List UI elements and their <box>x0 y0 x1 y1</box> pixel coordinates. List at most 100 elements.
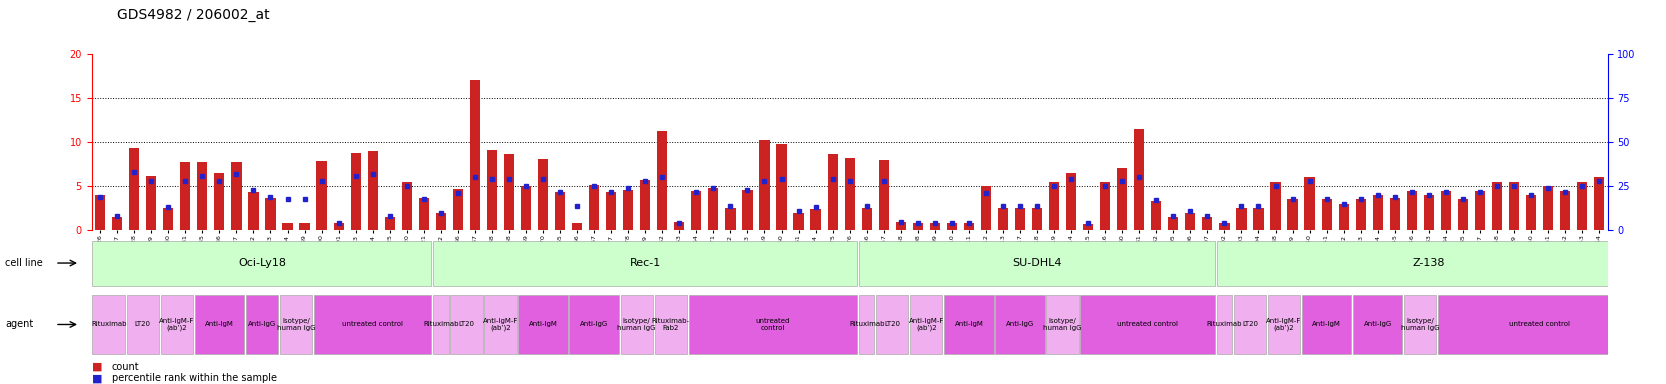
Bar <box>433 295 448 354</box>
Bar <box>1353 295 1403 354</box>
Text: cell line: cell line <box>5 258 43 268</box>
Text: LT20: LT20 <box>885 321 900 328</box>
Bar <box>160 295 193 354</box>
Text: Anti-IgG: Anti-IgG <box>580 321 608 328</box>
Bar <box>197 162 208 230</box>
Bar <box>1288 200 1298 230</box>
Text: Anti-IgM: Anti-IgM <box>528 321 558 328</box>
Bar <box>1491 182 1503 230</box>
Bar <box>945 295 993 354</box>
Bar <box>147 175 157 230</box>
Bar <box>1271 182 1281 230</box>
Bar <box>112 217 122 230</box>
Bar <box>1373 195 1383 230</box>
Bar <box>1268 295 1299 354</box>
Bar <box>518 295 568 354</box>
Bar <box>995 295 1045 354</box>
Text: count: count <box>112 362 140 372</box>
Bar <box>688 295 858 354</box>
Bar <box>215 173 225 230</box>
Bar <box>828 154 838 230</box>
Bar <box>1220 223 1230 230</box>
Bar <box>910 295 943 354</box>
Bar <box>1559 190 1571 230</box>
Bar <box>1031 208 1043 230</box>
Bar <box>538 159 548 230</box>
Bar <box>691 190 701 230</box>
Text: untreated control: untreated control <box>1509 321 1569 328</box>
Bar <box>333 223 343 230</box>
Bar <box>860 295 875 354</box>
Text: Rituximab-
Fab2: Rituximab- Fab2 <box>651 318 690 331</box>
Bar <box>385 217 395 230</box>
Bar <box>571 223 581 230</box>
Bar <box>860 240 1215 286</box>
Bar <box>1458 200 1468 230</box>
Bar <box>521 186 531 230</box>
Bar <box>247 295 278 354</box>
Bar <box>368 151 378 230</box>
Text: Isotype/
human IgG: Isotype/ human IgG <box>1043 318 1081 331</box>
Text: ■: ■ <box>92 362 102 372</box>
Bar <box>163 208 173 230</box>
Text: Oci-Ly18: Oci-Ly18 <box>238 258 287 268</box>
Bar <box>776 144 786 230</box>
Text: Rituximab: Rituximab <box>92 321 127 328</box>
Bar <box>317 161 327 230</box>
Bar <box>1338 204 1349 230</box>
Bar <box>623 190 633 230</box>
Bar <box>1015 208 1025 230</box>
Bar <box>1151 201 1161 230</box>
Bar <box>1135 129 1145 230</box>
Text: LT20: LT20 <box>135 321 150 328</box>
Text: Rituximab: Rituximab <box>1206 321 1243 328</box>
Bar <box>1526 195 1536 230</box>
Bar <box>655 295 686 354</box>
Text: ■: ■ <box>92 373 102 383</box>
Bar <box>503 154 515 230</box>
Bar <box>350 153 362 230</box>
Bar <box>656 131 668 230</box>
Bar <box>1441 190 1451 230</box>
Bar <box>436 213 446 230</box>
Text: untreated
control: untreated control <box>756 318 790 331</box>
Bar <box>486 150 496 230</box>
Bar <box>265 198 275 230</box>
Bar <box>1321 200 1331 230</box>
Bar <box>981 186 991 230</box>
Bar <box>93 295 125 354</box>
Bar <box>1203 217 1213 230</box>
Bar <box>743 190 753 230</box>
Bar <box>1235 295 1266 354</box>
Bar <box>878 160 890 230</box>
Bar <box>1594 177 1604 230</box>
Text: Isotype/
human IgG: Isotype/ human IgG <box>277 318 315 331</box>
Bar <box>606 192 616 230</box>
Bar <box>470 80 480 230</box>
Bar <box>896 222 906 230</box>
Bar <box>180 162 190 230</box>
Bar <box>1236 208 1246 230</box>
Text: GDS4982 / 206002_at: GDS4982 / 206002_at <box>117 8 270 22</box>
Bar <box>965 223 975 230</box>
Bar <box>313 295 431 354</box>
Bar <box>555 192 565 230</box>
Bar <box>1404 295 1436 354</box>
Text: Anti-IgG: Anti-IgG <box>1006 321 1035 328</box>
Bar <box>1406 190 1416 230</box>
Bar <box>793 213 803 230</box>
Text: Z-138: Z-138 <box>1413 258 1444 268</box>
Text: Anti-IgM-F
(ab’)2: Anti-IgM-F (ab’)2 <box>1266 318 1301 331</box>
Bar <box>1066 173 1076 230</box>
Text: Anti-IgM: Anti-IgM <box>1313 321 1341 328</box>
Bar <box>1050 182 1060 230</box>
Text: Isotype/
human IgG: Isotype/ human IgG <box>1401 318 1439 331</box>
Bar <box>433 240 858 286</box>
Bar <box>913 223 923 230</box>
Bar <box>1301 295 1351 354</box>
Bar <box>876 295 908 354</box>
Bar <box>127 295 158 354</box>
Bar <box>1356 200 1366 230</box>
Bar <box>570 295 618 354</box>
Bar <box>1216 240 1641 286</box>
